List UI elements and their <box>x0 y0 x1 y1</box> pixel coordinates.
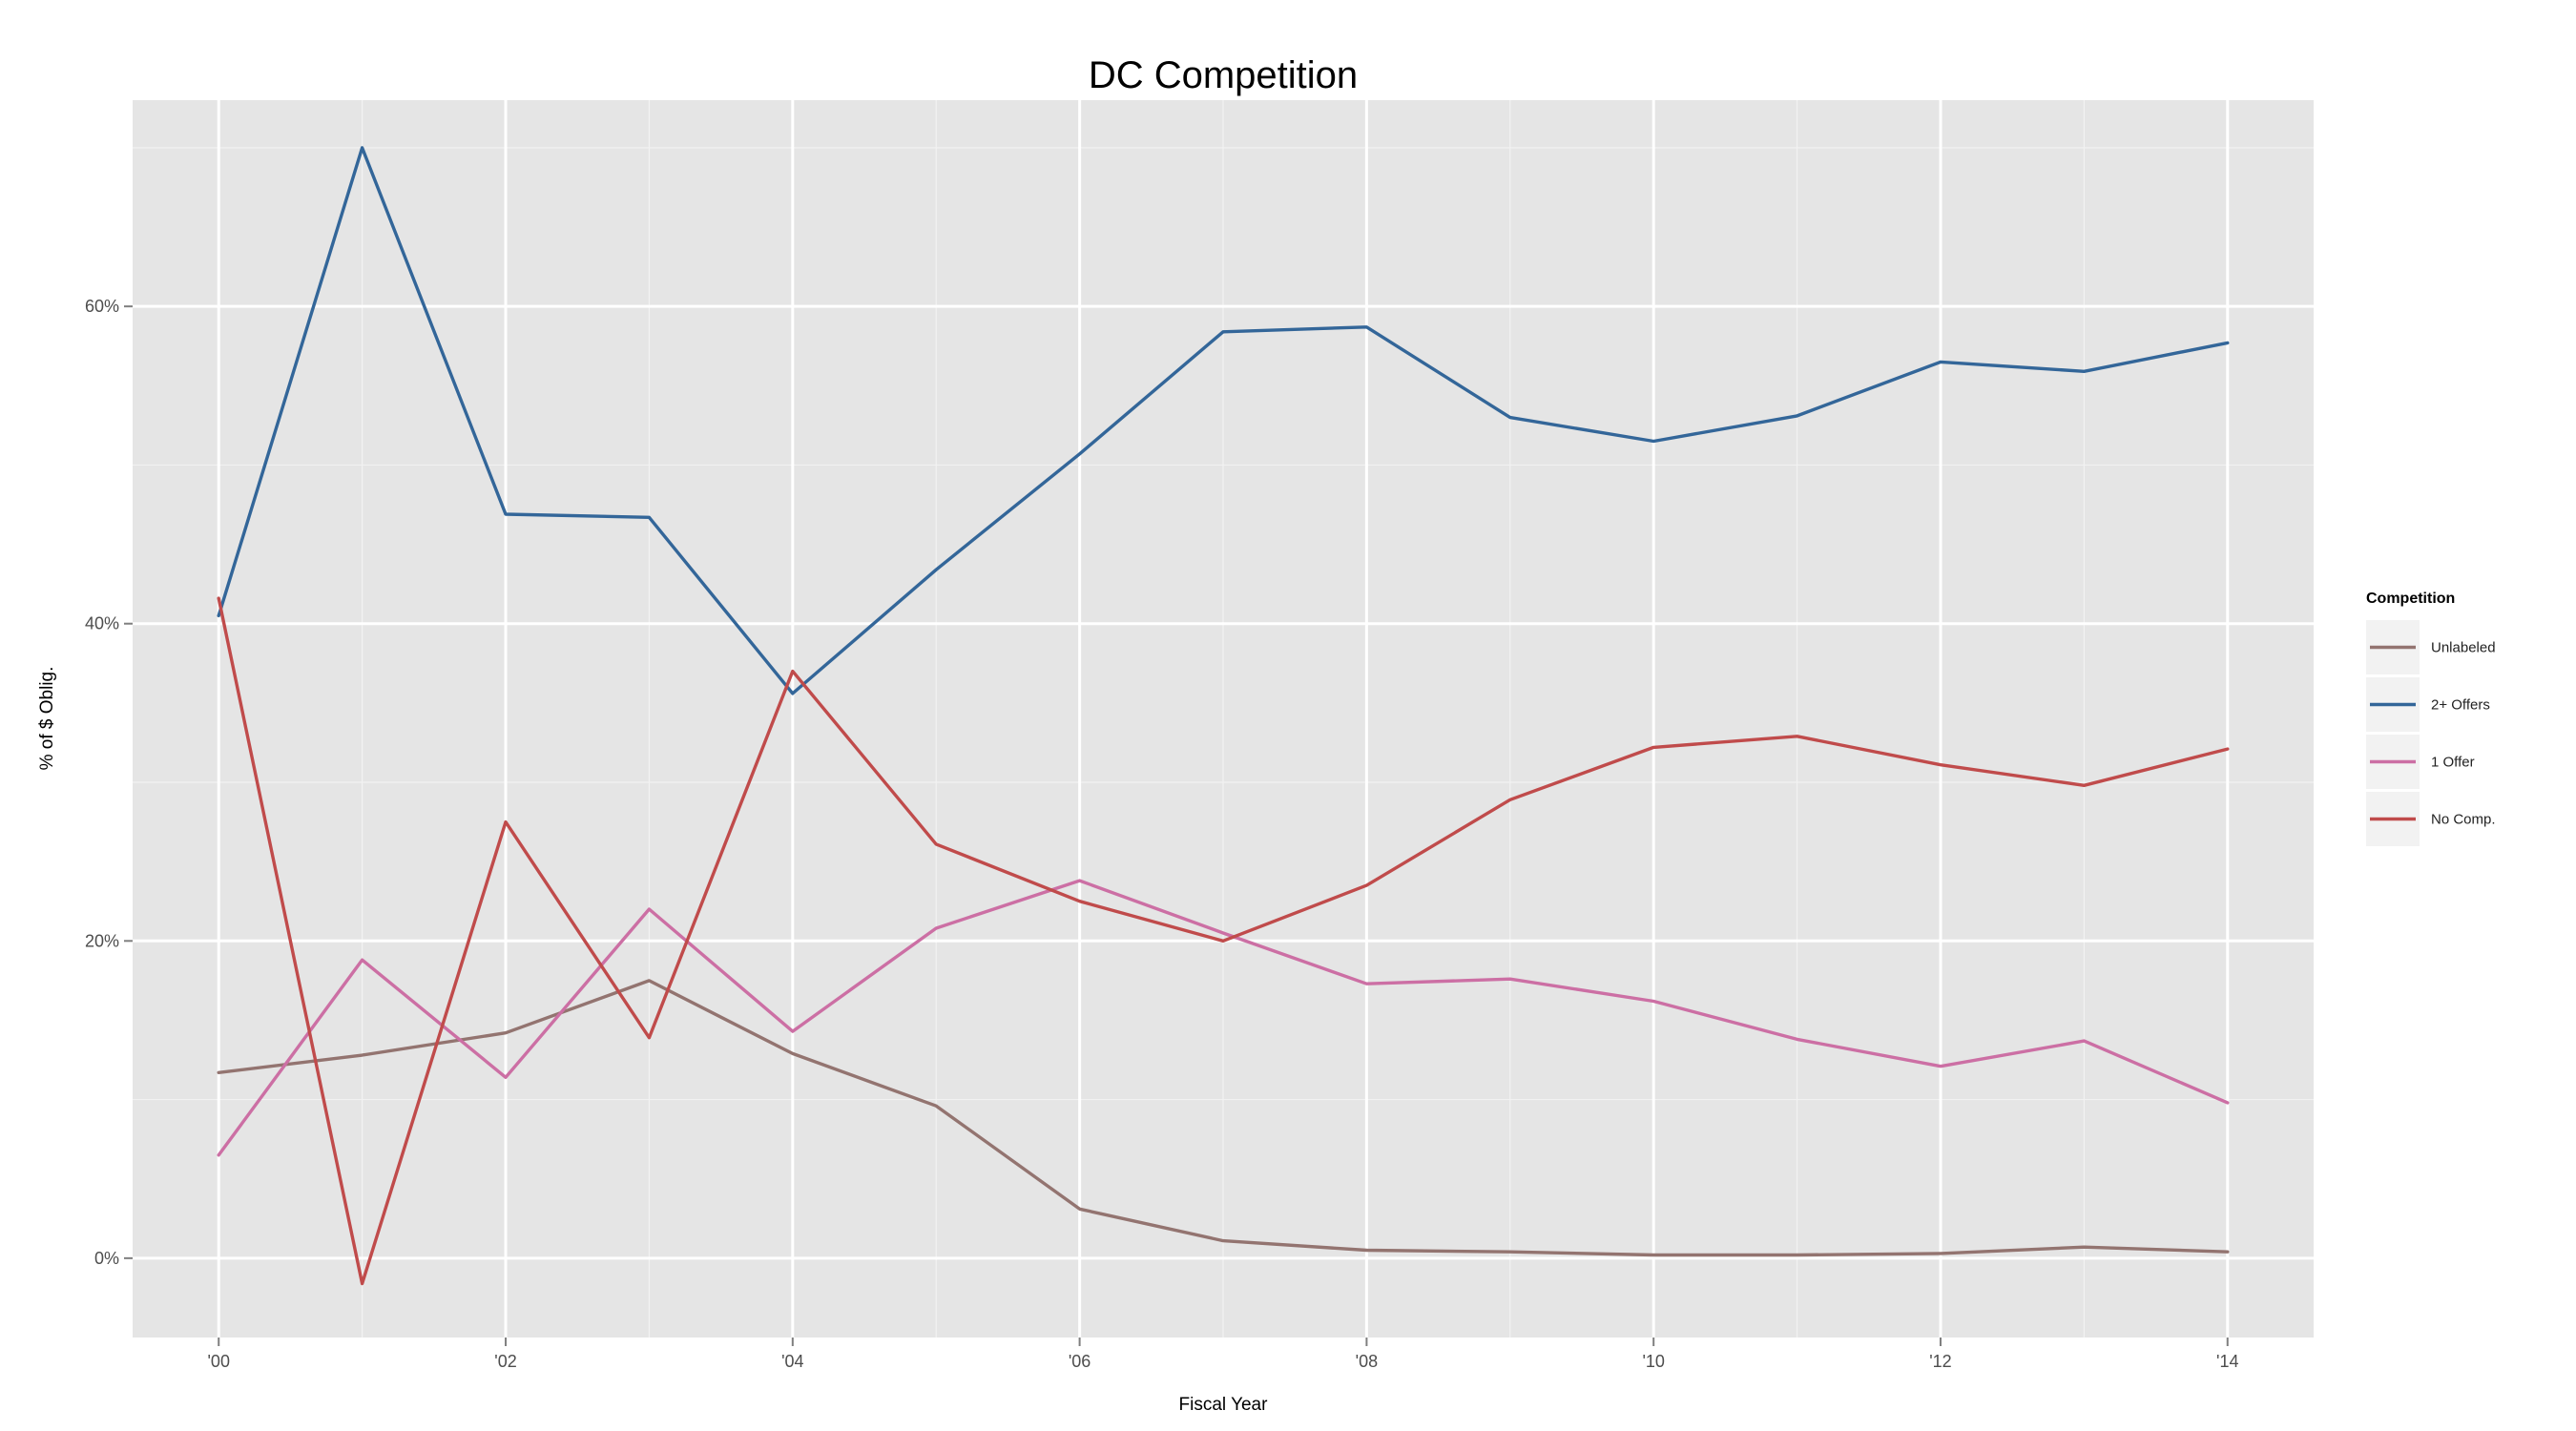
x-axis-title: Fiscal Year <box>1179 1395 1269 1415</box>
x-tick-label: '00 <box>208 1352 230 1371</box>
x-tick-label: '08 <box>1356 1352 1378 1371</box>
series-line-no-comp <box>217 596 2230 1286</box>
x-tick-label: '10 <box>1642 1352 1664 1371</box>
y-tick-label: 0% <box>94 1249 119 1268</box>
grid-major <box>133 100 2314 1338</box>
x-tick-label: '02 <box>494 1352 516 1371</box>
legend-label-no-comp: No Comp. <box>2431 812 2496 828</box>
legend-label-unlabeled: Unlabeled <box>2431 640 2496 656</box>
y-tick-label: 60% <box>85 297 119 316</box>
legend: Competition Unlabeled 2+ Offers 1 Offer No … <box>2366 591 2496 846</box>
y-tick-label: 20% <box>85 931 119 950</box>
series-line-2-offers <box>217 146 2230 695</box>
x-tick-label: '04 <box>781 1352 803 1371</box>
x-tick-label: '14 <box>2216 1352 2238 1371</box>
x-tick-label: '06 <box>1069 1352 1091 1371</box>
series-line-1-offer <box>217 879 2230 1157</box>
legend-title: Competition <box>2366 591 2455 607</box>
legend-label-2-offers: 2+ Offers <box>2431 697 2490 714</box>
series-lines <box>217 146 2230 1286</box>
y-tick-label: 40% <box>85 614 119 633</box>
series-line-unlabeled <box>217 979 2230 1257</box>
x-tick-label: '12 <box>1929 1352 1951 1371</box>
axis-ticks: 0% 20% 40% 60% '00 '02 '04 '06 '08 '10 '12 '14 <box>85 297 2239 1371</box>
y-axis-title: % of $ Oblig. <box>37 667 57 771</box>
chart-title: DC Competition <box>1089 54 1358 96</box>
legend-label-1-offer: 1 Offer <box>2431 755 2475 771</box>
